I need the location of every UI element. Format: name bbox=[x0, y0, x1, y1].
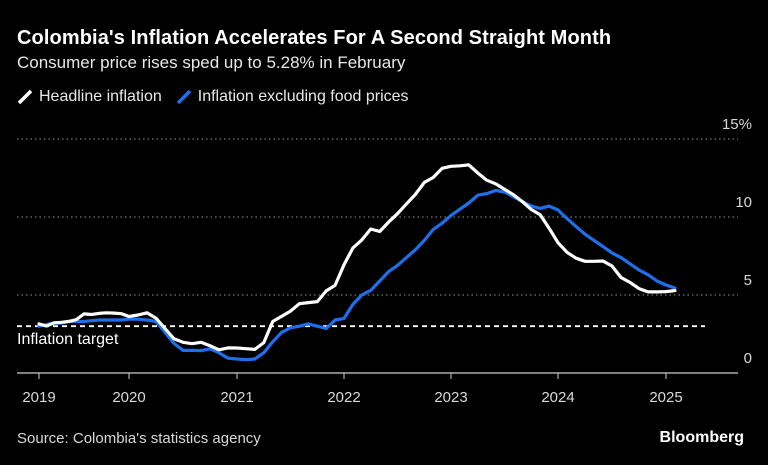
y-tick-label: 10 bbox=[735, 194, 752, 211]
x-tick-label: 2024 bbox=[541, 389, 574, 406]
bloomberg-logo: Bloomberg bbox=[659, 429, 744, 446]
legend: Headline inflation Inflation excluding f… bbox=[17, 88, 423, 106]
x-tick-label: 2023 bbox=[434, 389, 467, 406]
x-tick-label: 2020 bbox=[112, 389, 145, 406]
y-tick-label: 0 bbox=[744, 350, 752, 367]
x-tick-label: 2025 bbox=[649, 389, 682, 406]
legend-item-headline: Headline inflation bbox=[17, 88, 162, 106]
x-tick-label: 2019 bbox=[22, 389, 55, 406]
x-tick-label: 2022 bbox=[327, 389, 360, 406]
legend-swatch-headline bbox=[17, 89, 33, 105]
source-note: Source: Colombia's statistics agency bbox=[17, 430, 261, 447]
legend-item-ex-food: Inflation excluding food prices bbox=[176, 88, 409, 106]
chart-subtitle: Consumer price rises sped up to 5.28% in… bbox=[17, 53, 406, 72]
headline-inflation-line bbox=[37, 163, 677, 352]
inflation-target-label: Inflation target bbox=[17, 331, 119, 348]
x-tick-label: 2021 bbox=[220, 389, 253, 406]
ex-food-inflation-line bbox=[37, 188, 677, 362]
chart-title: Colombia's Inflation Accelerates For A S… bbox=[17, 27, 612, 49]
y-tick-label: 15% bbox=[722, 116, 752, 133]
legend-label-ex-food: Inflation excluding food prices bbox=[197, 88, 409, 105]
y-tick-label: 5 bbox=[744, 272, 752, 289]
legend-swatch-ex-food bbox=[176, 89, 191, 105]
legend-label-headline: Headline inflation bbox=[39, 88, 162, 105]
